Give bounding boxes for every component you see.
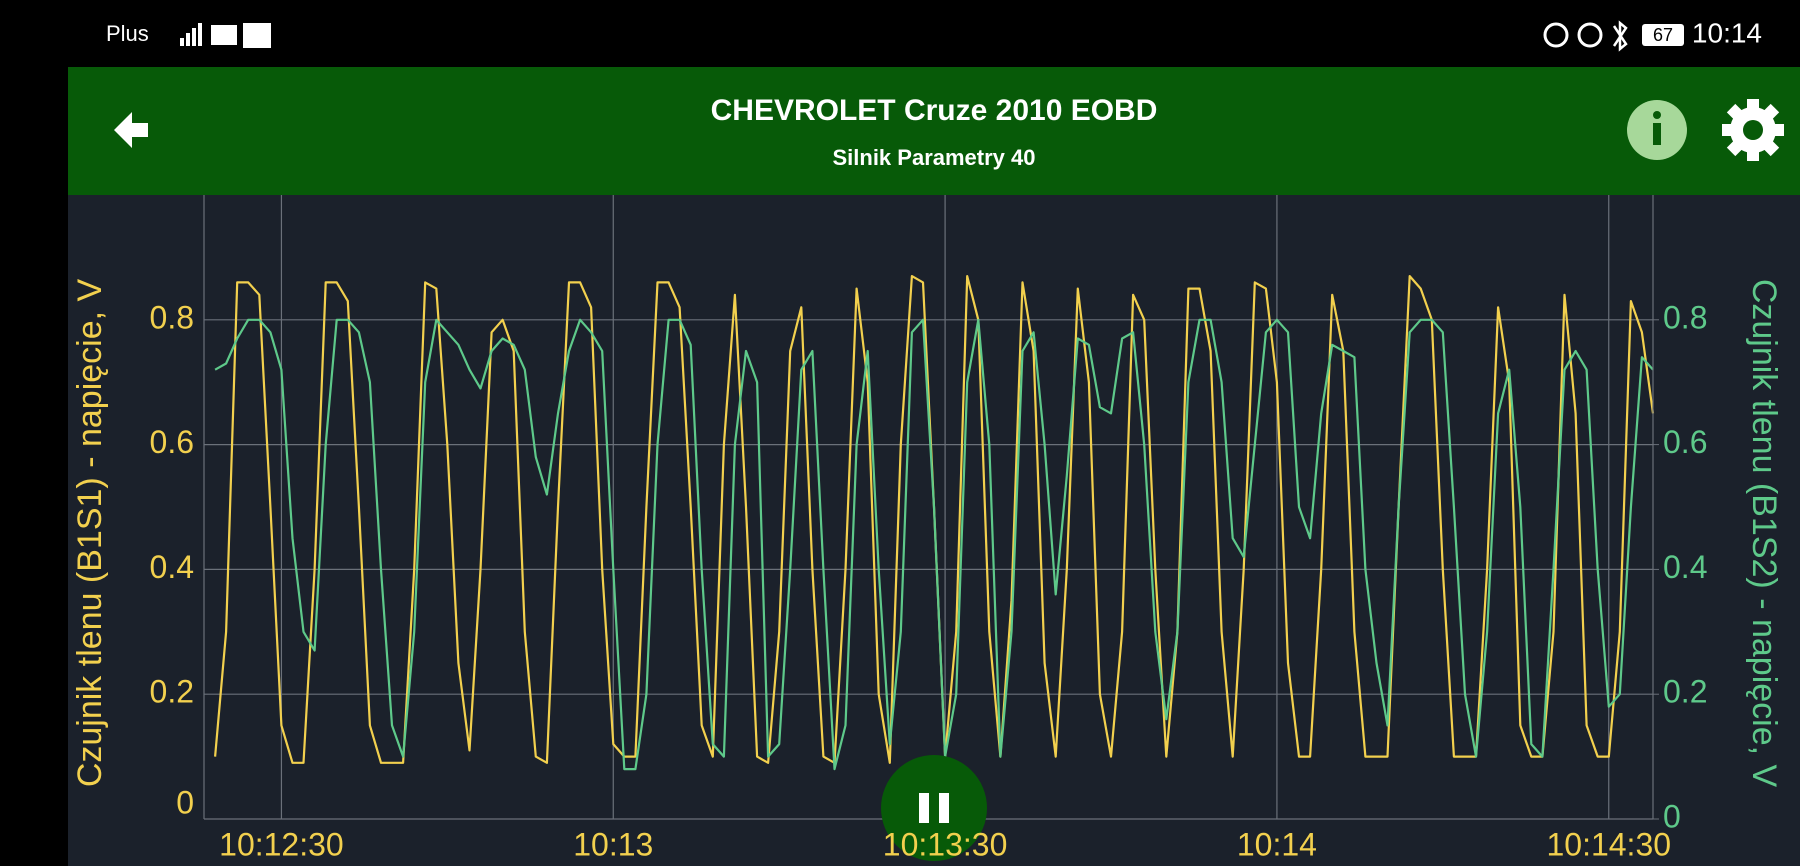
battery-level: 67 xyxy=(1653,25,1673,45)
app-header xyxy=(68,67,1800,195)
y2-tick-label: 0.4 xyxy=(1663,549,1707,585)
y2-tick-label: 0.2 xyxy=(1663,674,1707,710)
plot xyxy=(204,195,1655,820)
y-tick-label: 0.4 xyxy=(150,549,194,585)
back-button[interactable] xyxy=(114,112,148,148)
mail-icon xyxy=(211,25,237,45)
eye-icon xyxy=(1543,22,1569,48)
carrier: Plus xyxy=(106,21,149,46)
y-tick-label: 0 xyxy=(176,784,194,820)
header-title: CHEVROLET Cruze 2010 EOBD xyxy=(711,94,1158,127)
x-tick-label: 10:13:30 xyxy=(883,826,1008,862)
info-button[interactable] xyxy=(1627,100,1687,160)
pause-button[interactable] xyxy=(881,755,987,861)
alarm-icon xyxy=(1577,22,1603,48)
x-tick-label: 10:14:30 xyxy=(1546,826,1671,862)
battery-icon xyxy=(1642,24,1684,46)
y2-tick-label: 0.6 xyxy=(1663,424,1707,460)
clock: 10:14 xyxy=(1692,17,1762,48)
header-subtitle: Silnik Parametry 40 xyxy=(832,145,1035,170)
y-tick-label: 0.6 xyxy=(150,424,194,460)
x-tick-label: 10:13 xyxy=(573,826,653,862)
x-tick-label: 10:14 xyxy=(1237,826,1317,862)
y-tick-label: 0.2 xyxy=(150,674,194,710)
y-axis-title: Czujnik tlenu (B1S1) - napięcie, V xyxy=(71,279,109,788)
y2-axis-title: Czujnik tlenu (B1S2) - napięcie, V xyxy=(1745,279,1783,788)
y-tick-label: 0.8 xyxy=(150,299,194,335)
data-line xyxy=(214,318,1654,771)
x-tick-label: 10:12:30 xyxy=(219,826,344,862)
y2-tick-label: 0.8 xyxy=(1663,299,1707,335)
bluetooth-icon xyxy=(1612,20,1628,52)
y2-tick-label: 0 xyxy=(1663,798,1681,834)
signal-icon xyxy=(180,23,202,46)
settings-button[interactable] xyxy=(1722,99,1784,161)
app-icon xyxy=(243,23,271,48)
